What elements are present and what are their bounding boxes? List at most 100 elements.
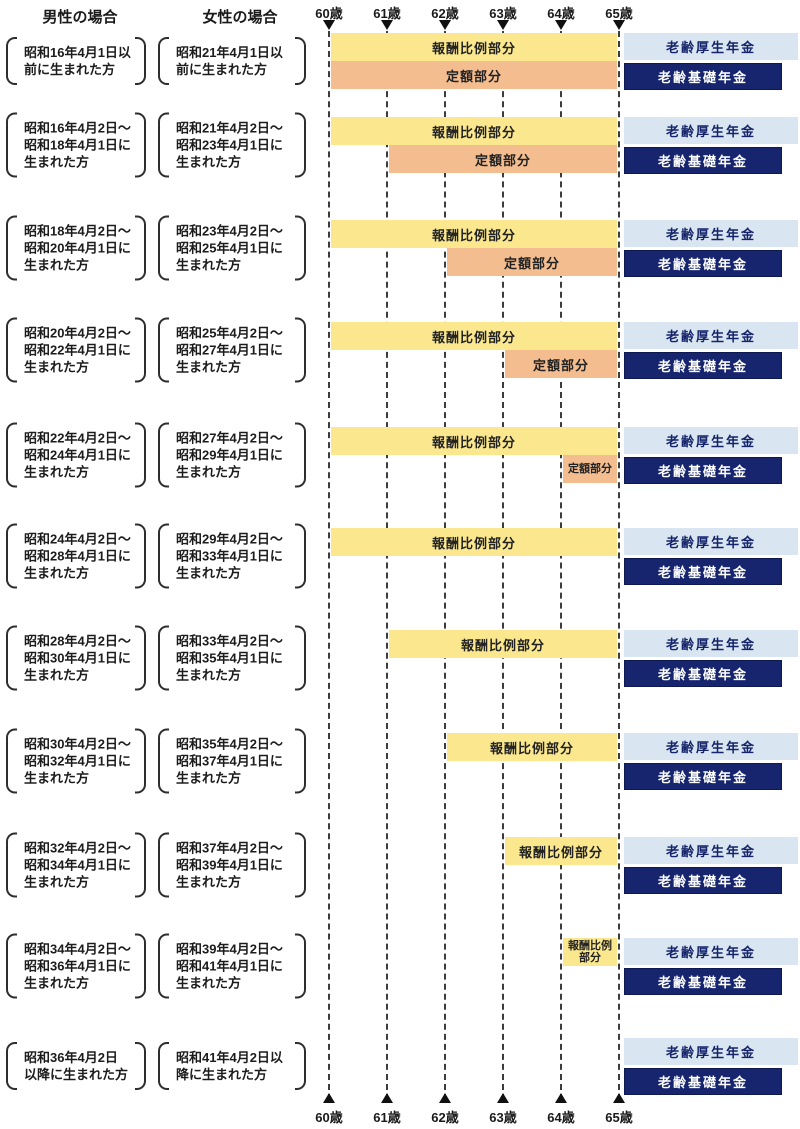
male-cohort-label: 昭和20年4月2日～ 昭和22年4月1日に 生まれた方 (24, 325, 131, 375)
male-cohort-bracket: 昭和30年4月2日～ 昭和32年4月1日に 生まれた方 (6, 729, 146, 794)
male-column-header: 男性の場合 (42, 9, 118, 26)
male-cohort-label: 昭和24年4月2日～ 昭和28年4月1日に 生まれた方 (24, 531, 131, 581)
male-cohort-label: 昭和16年4月1日以 前に生まれた方 (24, 45, 131, 77)
rorei-kosei-nenkin-bar: 老齢厚生年金 (624, 322, 798, 349)
male-cohort-label: 昭和16年4月2日～ 昭和18年4月1日に 生まれた方 (24, 120, 131, 170)
rorei-kosei-nenkin-bar: 老齢厚生年金 (624, 733, 798, 760)
age-tick-top-icon (323, 20, 335, 30)
male-cohort-label: 昭和34年4月2日～ 昭和36年4月1日に 生まれた方 (24, 941, 131, 991)
female-cohort-bracket: 昭和39年4月2日～ 昭和41年4月1日に 生まれた方 (158, 934, 306, 999)
female-cohort-label: 昭和33年4月2日～ 昭和35年4月1日に 生まれた方 (176, 633, 283, 683)
female-cohort-bracket: 昭和23年4月2日～ 昭和25年4月1日に 生まれた方 (158, 216, 306, 281)
female-cohort-bracket: 昭和41年4月2日以 降に生まれた方 (158, 1042, 306, 1090)
age-tick-top-icon (439, 20, 451, 30)
age-tick-bottom-icon (323, 1093, 335, 1103)
female-column-header: 女性の場合 (202, 9, 278, 26)
female-cohort-label: 昭和37年4月2日～ 昭和39年4月1日に 生まれた方 (176, 840, 283, 890)
male-cohort-bracket: 昭和28年4月2日～ 昭和30年4月1日に 生まれた方 (6, 626, 146, 691)
male-cohort-bracket: 昭和18年4月2日～ 昭和20年4月1日に 生まれた方 (6, 216, 146, 281)
age-label-top: 62歳 (431, 6, 459, 21)
teigaku-bar: 定額部分 (331, 61, 617, 89)
age-tick-bottom-icon (613, 1093, 625, 1103)
rorei-kiso-nenkin-bar: 老齢基礎年金 (624, 352, 782, 379)
hoshu-hirei-bar: 報酬比例部分 (331, 322, 617, 350)
rorei-kosei-nenkin-bar: 老齢厚生年金 (624, 528, 798, 555)
male-cohort-bracket: 昭和34年4月2日～ 昭和36年4月1日に 生まれた方 (6, 934, 146, 999)
hoshu-hirei-bar: 報酬比例 部分 (563, 938, 617, 966)
female-cohort-bracket: 昭和37年4月2日～ 昭和39年4月1日に 生まれた方 (158, 833, 306, 898)
age-label-bottom: 61歳 (373, 1110, 401, 1125)
female-cohort-bracket: 昭和21年4月1日以 前に生まれた方 (158, 37, 306, 85)
female-cohort-bracket: 昭和21年4月2日～ 昭和23年4月1日に 生まれた方 (158, 113, 306, 178)
age-tick-bottom-icon (497, 1093, 509, 1103)
age-gridline (502, 31, 504, 1100)
rorei-kiso-nenkin-bar: 老齢基礎年金 (624, 867, 782, 894)
rorei-kiso-nenkin-bar: 老齢基礎年金 (624, 1068, 782, 1095)
female-cohort-bracket: 昭和33年4月2日～ 昭和35年4月1日に 生まれた方 (158, 626, 306, 691)
age-tick-bottom-icon (381, 1093, 393, 1103)
age-gridline (560, 31, 562, 1100)
rorei-kosei-nenkin-bar: 老齢厚生年金 (624, 938, 798, 965)
rorei-kiso-nenkin-bar: 老齢基礎年金 (624, 660, 782, 687)
male-cohort-bracket: 昭和16年4月1日以 前に生まれた方 (6, 37, 146, 85)
female-cohort-label: 昭和35年4月2日～ 昭和37年4月1日に 生まれた方 (176, 736, 283, 786)
female-cohort-label: 昭和21年4月1日以 前に生まれた方 (176, 45, 283, 77)
male-cohort-label: 昭和28年4月2日～ 昭和30年4月1日に 生まれた方 (24, 633, 131, 683)
hoshu-hirei-bar: 報酬比例部分 (331, 33, 617, 61)
teigaku-bar: 定額部分 (389, 145, 617, 173)
rorei-kosei-nenkin-bar: 老齢厚生年金 (624, 1038, 798, 1065)
hoshu-hirei-bar: 報酬比例部分 (331, 220, 617, 248)
age-tick-top-icon (497, 20, 509, 30)
female-cohort-bracket: 昭和35年4月2日～ 昭和37年4月1日に 生まれた方 (158, 729, 306, 794)
age-tick-top-icon (613, 20, 625, 30)
teigaku-bar: 定額部分 (563, 455, 617, 483)
hoshu-hirei-bar: 報酬比例部分 (505, 837, 617, 865)
age-label-top: 63歳 (489, 6, 517, 21)
rorei-kiso-nenkin-bar: 老齢基礎年金 (624, 763, 782, 790)
rorei-kiso-nenkin-bar: 老齢基礎年金 (624, 457, 782, 484)
female-cohort-label: 昭和41年4月2日以 降に生まれた方 (176, 1050, 283, 1082)
rorei-kiso-nenkin-bar: 老齢基礎年金 (624, 63, 782, 90)
age-tick-top-icon (381, 20, 393, 30)
male-cohort-label: 昭和18年4月2日～ 昭和20年4月1日に 生まれた方 (24, 223, 131, 273)
rorei-kosei-nenkin-bar: 老齢厚生年金 (624, 630, 798, 657)
age-gridline (386, 31, 388, 1100)
age-label-top: 64歳 (547, 6, 575, 21)
female-cohort-label: 昭和21年4月2日～ 昭和23年4月1日に 生まれた方 (176, 120, 283, 170)
rorei-kiso-nenkin-bar: 老齢基礎年金 (624, 147, 782, 174)
male-cohort-label: 昭和32年4月2日～ 昭和34年4月1日に 生まれた方 (24, 840, 131, 890)
female-cohort-bracket: 昭和27年4月2日～ 昭和29年4月1日に 生まれた方 (158, 423, 306, 488)
age-gridline (618, 31, 620, 1100)
male-cohort-label: 昭和30年4月2日～ 昭和32年4月1日に 生まれた方 (24, 736, 131, 786)
male-cohort-bracket: 昭和36年4月2日 以降に生まれた方 (6, 1042, 146, 1090)
hoshu-hirei-bar: 報酬比例部分 (447, 733, 617, 761)
age-tick-top-icon (555, 20, 567, 30)
rorei-kiso-nenkin-bar: 老齢基礎年金 (624, 250, 782, 277)
female-cohort-label: 昭和29年4月2日～ 昭和33年4月1日に 生まれた方 (176, 531, 283, 581)
teigaku-bar: 定額部分 (447, 248, 617, 276)
female-cohort-label: 昭和39年4月2日～ 昭和41年4月1日に 生まれた方 (176, 941, 283, 991)
female-cohort-label: 昭和25年4月2日～ 昭和27年4月1日に 生まれた方 (176, 325, 283, 375)
male-cohort-label: 昭和36年4月2日 以降に生まれた方 (24, 1050, 129, 1082)
age-gridline (328, 31, 330, 1100)
hoshu-hirei-bar: 報酬比例部分 (331, 528, 617, 556)
age-label-bottom: 65歳 (605, 1110, 633, 1125)
male-cohort-label: 昭和22年4月2日～ 昭和24年4月1日に 生まれた方 (24, 430, 131, 480)
age-label-top: 65歳 (605, 6, 633, 21)
teigaku-bar: 定額部分 (505, 350, 617, 378)
male-cohort-bracket: 昭和22年4月2日～ 昭和24年4月1日に 生まれた方 (6, 423, 146, 488)
age-label-bottom: 60歳 (315, 1110, 343, 1125)
rorei-kosei-nenkin-bar: 老齢厚生年金 (624, 220, 798, 247)
male-cohort-bracket: 昭和20年4月2日～ 昭和22年4月1日に 生まれた方 (6, 318, 146, 383)
hoshu-hirei-bar: 報酬比例部分 (331, 427, 617, 455)
female-cohort-label: 昭和23年4月2日～ 昭和25年4月1日に 生まれた方 (176, 223, 283, 273)
age-label-bottom: 62歳 (431, 1110, 459, 1125)
age-label-bottom: 64歳 (547, 1110, 575, 1125)
male-cohort-bracket: 昭和32年4月2日～ 昭和34年4月1日に 生まれた方 (6, 833, 146, 898)
hoshu-hirei-bar: 報酬比例部分 (389, 630, 617, 658)
age-label-bottom: 63歳 (489, 1110, 517, 1125)
rorei-kiso-nenkin-bar: 老齢基礎年金 (624, 968, 782, 995)
female-cohort-bracket: 昭和29年4月2日～ 昭和33年4月1日に 生まれた方 (158, 524, 306, 589)
rorei-kiso-nenkin-bar: 老齢基礎年金 (624, 558, 782, 585)
